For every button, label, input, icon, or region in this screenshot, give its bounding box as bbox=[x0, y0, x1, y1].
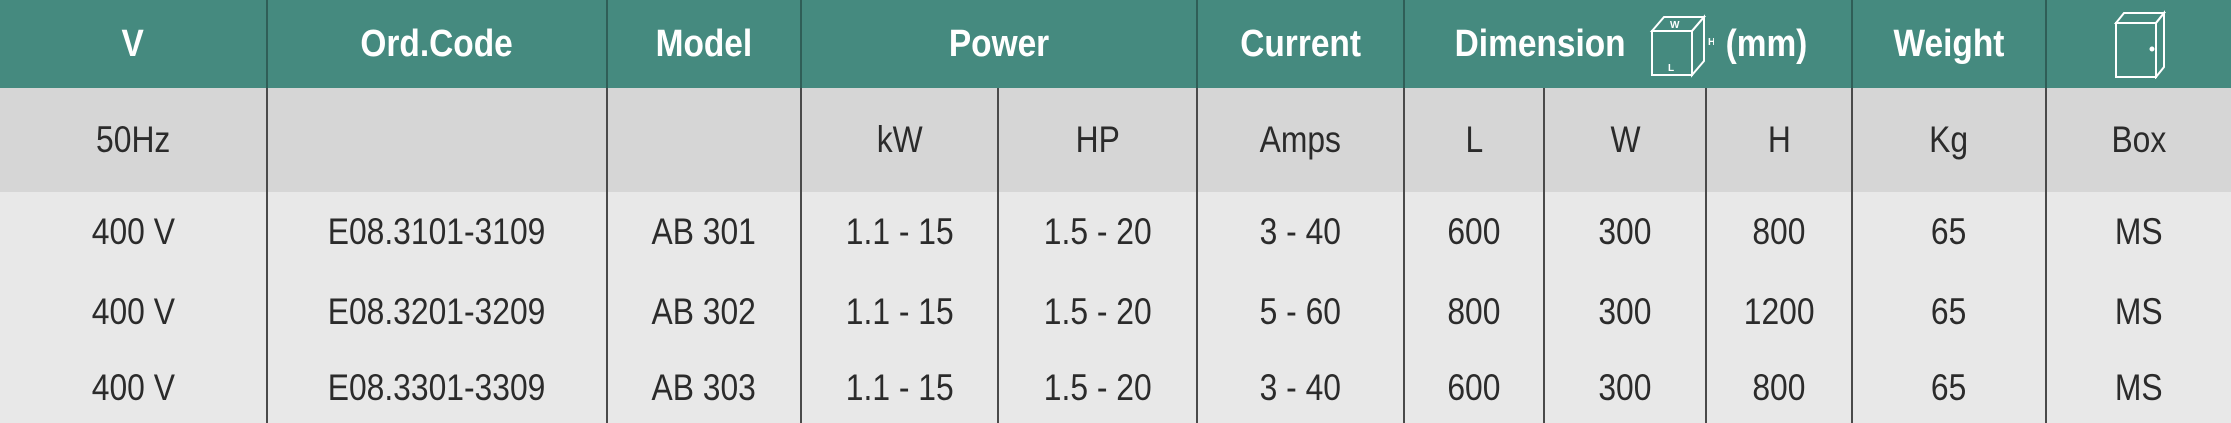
header-model: Model bbox=[608, 0, 802, 88]
cell-w: 300 bbox=[1545, 192, 1707, 272]
subheader-kw: kW bbox=[802, 88, 999, 192]
header-weight: Weight bbox=[1853, 0, 2047, 88]
subheader-row: 50Hz kW HP Amps L W H Kg Box bbox=[0, 88, 2231, 192]
cell-v: 400 V bbox=[0, 272, 268, 352]
header-current: Current bbox=[1198, 0, 1405, 88]
cell-amps: 3 - 40 bbox=[1198, 352, 1405, 423]
cell-box: MS bbox=[2115, 366, 2163, 408]
cell-h: 800 bbox=[1707, 192, 1853, 272]
header-dimension: Dimension W H L (mm) bbox=[1405, 0, 1853, 88]
subheader-hp: HP bbox=[999, 88, 1198, 192]
subheader-box: Box bbox=[2111, 119, 2167, 160]
cell-box: MS bbox=[2115, 291, 2163, 332]
subheader-v: 50Hz bbox=[0, 88, 268, 192]
header-v: V bbox=[0, 0, 268, 88]
cell-kw: 1.1 - 15 bbox=[802, 352, 999, 423]
dimension-icon-l: L bbox=[1668, 63, 1674, 74]
cell-model: AB 303 bbox=[608, 352, 802, 423]
cell-v: 400 V bbox=[0, 352, 268, 423]
cell-hp: 1.5 - 20 bbox=[999, 352, 1198, 423]
header-dimension-unit: (mm) bbox=[1725, 22, 1807, 65]
table-row: 400 V E08.3101-3109 AB 301 1.1 - 15 1.5 … bbox=[0, 192, 2231, 272]
enclosure-box-icon bbox=[2113, 10, 2167, 79]
cell-hp: 1.5 - 20 bbox=[999, 272, 1198, 352]
cell-amps: 5 - 60 bbox=[1198, 272, 1405, 352]
subheader-amps: Amps bbox=[1198, 88, 1405, 192]
subheader-kg: Kg bbox=[1853, 88, 2047, 192]
cell-kg: 65 bbox=[1853, 192, 2047, 272]
header-dimension-label: Dimension bbox=[1455, 22, 1627, 65]
dimension-icon-h: H bbox=[1708, 37, 1714, 48]
table-row: 400 V E08.3201-3209 AB 302 1.1 - 15 1.5 … bbox=[0, 272, 2231, 352]
cell-hp: 1.5 - 20 bbox=[999, 192, 1198, 272]
cell-model: AB 301 bbox=[608, 192, 802, 272]
header-row: V Ord.Code Model Power Current Dimension… bbox=[0, 0, 2231, 88]
cell-model: AB 302 bbox=[608, 272, 802, 352]
subheader-l: L bbox=[1405, 88, 1545, 192]
cell-ord-code: E08.3301-3309 bbox=[268, 352, 608, 423]
cell-kg: 65 bbox=[1853, 272, 2047, 352]
cell-kw: 1.1 - 15 bbox=[802, 272, 999, 352]
subheader-w: W bbox=[1545, 88, 1707, 192]
cell-w: 300 bbox=[1545, 272, 1707, 352]
subheader-ord-code bbox=[268, 88, 608, 192]
cell-v: 400 V bbox=[0, 192, 268, 272]
cell-h: 1200 bbox=[1707, 272, 1853, 352]
cell-kg: 65 bbox=[1853, 352, 2047, 423]
cell-ord-code: E08.3201-3209 bbox=[268, 272, 608, 352]
subheader-h: H bbox=[1707, 88, 1853, 192]
dimension-icon-w: W bbox=[1670, 20, 1680, 31]
header-power: Power bbox=[802, 0, 1198, 88]
dimension-box-icon: W H L bbox=[1649, 14, 1714, 78]
cell-box: MS bbox=[2115, 211, 2163, 252]
header-box bbox=[2047, 0, 2231, 88]
cell-l: 600 bbox=[1405, 192, 1545, 272]
cell-kw: 1.1 - 15 bbox=[802, 192, 999, 272]
table-row: 400 V E08.3301-3309 AB 303 1.1 - 15 1.5 … bbox=[0, 352, 2231, 423]
cell-l: 600 bbox=[1405, 352, 1545, 423]
cell-l: 800 bbox=[1405, 272, 1545, 352]
subheader-model bbox=[608, 88, 802, 192]
cell-w: 300 bbox=[1545, 352, 1707, 423]
cell-h: 800 bbox=[1707, 352, 1853, 423]
header-ord-code: Ord.Code bbox=[268, 0, 608, 88]
cell-ord-code: E08.3101-3109 bbox=[268, 192, 608, 272]
cell-amps: 3 - 40 bbox=[1198, 192, 1405, 272]
